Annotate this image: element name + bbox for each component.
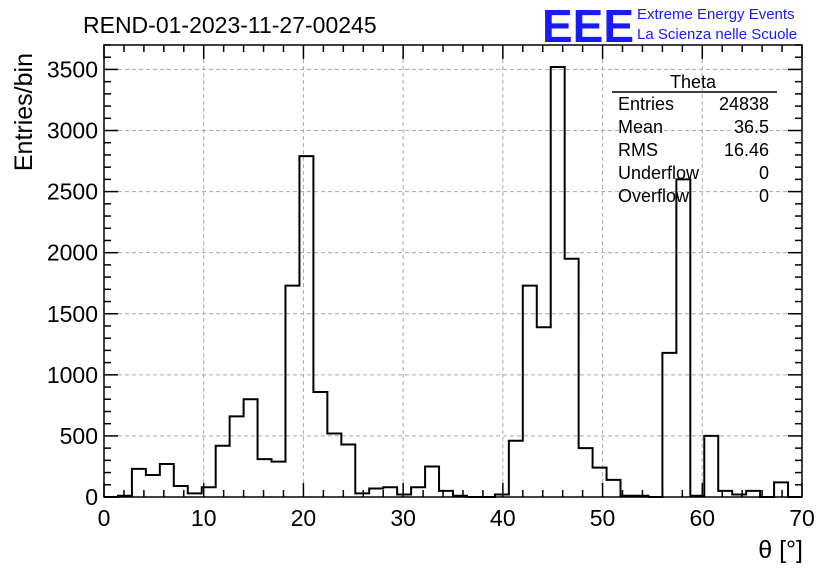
y-tick-label: 3500 (47, 56, 98, 82)
chart-title: REND-01-2023-11-27-00245 (83, 12, 377, 38)
stats-label: Overflow (618, 186, 690, 206)
y-tick-label: 2500 (47, 179, 98, 205)
y-axis-title: Entries/bin (10, 53, 38, 171)
stats-value: 36.5 (734, 117, 769, 137)
y-tick-label: 1500 (47, 301, 98, 327)
y-tick-label: 500 (60, 423, 98, 449)
stats-value: 0 (759, 163, 769, 183)
axis-ticks (103, 44, 803, 498)
grid (104, 45, 802, 497)
histogram-series (104, 65, 802, 498)
plot-frame (103, 44, 803, 498)
stats-title: Theta (670, 72, 717, 92)
stats-label: Entries (618, 94, 674, 114)
stats-label: RMS (618, 140, 658, 160)
stats-value: 0 (759, 186, 769, 206)
x-tick-label: 20 (291, 505, 317, 531)
logo-mark: EEE (542, 0, 634, 52)
x-tick-label: 0 (98, 505, 111, 531)
x-tick-labels: 0 10 20 30 40 50 60 70 (98, 505, 815, 531)
x-tick-label: 70 (789, 505, 815, 531)
stats-value: 24838 (719, 94, 769, 114)
eee-logo: EEE Extreme Energy Events La Scienza nel… (542, 0, 797, 52)
x-axis-title: θ [°] (758, 536, 803, 564)
x-tick-label: 30 (390, 505, 416, 531)
stats-label: Mean (618, 117, 663, 137)
x-tick-label: 50 (590, 505, 616, 531)
stats-box: Theta Entries 24838 Mean 36.5 RMS 16.46 Underf… (612, 72, 777, 206)
stats-rows: Entries 24838 Mean 36.5 RMS 16.46 Underflow 0 Ov… (618, 94, 769, 206)
y-tick-labels: 0 500 1000 1500 2000 2500 3000 3500 (47, 56, 98, 510)
y-tick-label: 3000 (47, 118, 98, 144)
y-tick-label: 1000 (47, 362, 98, 388)
x-tick-label: 40 (490, 505, 516, 531)
y-tick-label: 2000 (47, 240, 98, 266)
y-tick-label: 0 (85, 484, 98, 510)
stats-value: 16.46 (724, 140, 769, 160)
logo-line-2: La Scienza nelle Scuole (637, 26, 797, 43)
x-tick-label: 60 (689, 505, 715, 531)
logo-line-1: Extreme Energy Events (637, 6, 795, 23)
x-tick-label: 10 (191, 505, 217, 531)
stats-label: Underflow (618, 163, 700, 183)
